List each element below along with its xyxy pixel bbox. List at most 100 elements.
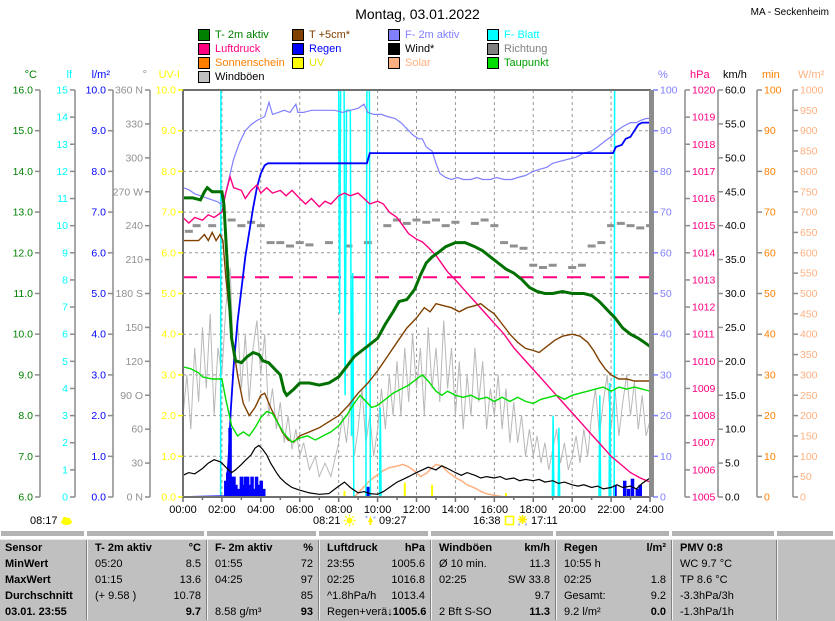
- strip-segment: [431, 531, 553, 536]
- stats-table: Sensor T- 2m aktiv °C F- 2m aktiv% Luftdruck…: [0, 539, 835, 621]
- svg-text:80: 80: [764, 166, 776, 178]
- legend-item-t2m: T- 2m aktiv: [198, 29, 269, 41]
- svg-text:250: 250: [800, 390, 818, 402]
- svg-text:1009: 1009: [692, 383, 716, 395]
- svg-text:2.0: 2.0: [91, 410, 106, 422]
- svg-text:12:00: 12:00: [403, 504, 431, 516]
- svg-text:0: 0: [764, 492, 770, 504]
- svg-text:40: 40: [764, 329, 776, 341]
- svg-text:1012: 1012: [692, 302, 716, 314]
- svg-text:7: 7: [62, 302, 68, 314]
- station-label: MA - Seckenheim: [750, 7, 829, 18]
- svg-text:02:00: 02:00: [208, 504, 236, 516]
- svg-text:0: 0: [660, 492, 666, 504]
- svg-text:9: 9: [62, 247, 68, 259]
- stats-row-label: Durchschnitt: [5, 590, 73, 602]
- axis-header-dir: °: [143, 69, 147, 81]
- axis-header-lf: lf: [67, 69, 73, 81]
- svg-text:50.0: 50.0: [725, 152, 746, 164]
- legend-item-fblatt: F- Blatt: [487, 29, 539, 41]
- svg-text:10: 10: [660, 451, 672, 463]
- svg-text:100: 100: [660, 85, 678, 97]
- svg-text:30: 30: [131, 458, 143, 470]
- svg-text:20: 20: [764, 410, 776, 422]
- svg-text:14.0: 14.0: [13, 166, 34, 178]
- series-luftdruck: [184, 174, 649, 483]
- stats-cell: WC 9.7 °C: [671, 556, 776, 572]
- strip-segment: [672, 531, 774, 536]
- svg-text:1019: 1019: [692, 112, 716, 124]
- svg-text:20.0: 20.0: [725, 356, 746, 368]
- svg-text:8.0: 8.0: [18, 410, 33, 422]
- legend-label-f2m: F- 2m aktiv: [405, 29, 460, 41]
- svg-text:6: 6: [62, 329, 68, 341]
- stats-row-label: Sensor: [5, 542, 43, 554]
- stats-cell: 9.2 l/m² 0.0: [555, 604, 671, 620]
- svg-text:400: 400: [800, 329, 818, 341]
- stats-cell: 9.7: [430, 588, 555, 604]
- svg-text:6.0: 6.0: [18, 492, 33, 504]
- stats-row-label: 03.01. 23:55: [5, 606, 67, 618]
- svg-text:30: 30: [660, 369, 672, 381]
- svg-text:450: 450: [800, 308, 818, 320]
- stats-cell: ^1.8hPa/h 1013.4: [318, 588, 430, 604]
- series-regen_sum: [184, 121, 649, 497]
- svg-text:350: 350: [800, 349, 818, 361]
- legend-swatch-wind: [388, 43, 400, 55]
- svg-text:11.0: 11.0: [13, 288, 33, 300]
- axis-header-lm2: l/m²: [92, 69, 111, 81]
- strip-segment: [1, 531, 84, 536]
- stats-row-2: MaxWert 01:15 13.6 04:25 97 02:25 1016.8 02:25 S…: [0, 572, 835, 588]
- stats-cell: 01:55 72: [206, 556, 318, 572]
- svg-text:650: 650: [800, 227, 818, 239]
- legend-swatch-f2m: [388, 29, 400, 41]
- svg-text:1011: 1011: [692, 329, 715, 341]
- legend-label-wind: Wind*: [405, 43, 435, 55]
- legend-swatch-t2m: [198, 29, 210, 41]
- svg-text:12.0: 12.0: [13, 247, 34, 259]
- x-axis: 00:00 02:00 04:00 06:00 08:00 10:00 12:00 14:00…: [169, 497, 664, 516]
- svg-text:70: 70: [660, 207, 672, 219]
- svg-text:4.0: 4.0: [161, 329, 176, 341]
- series-taupunkt: [184, 366, 649, 443]
- stats-cell: -3.3hPa/3h: [671, 588, 776, 604]
- legend-swatch-windboeen: [198, 71, 210, 83]
- stats-cell: PMV 0:8: [671, 540, 776, 556]
- svg-text:150: 150: [125, 322, 143, 334]
- svg-text:60: 60: [131, 424, 143, 436]
- sun-event-time: 17:11: [531, 514, 558, 527]
- svg-text:550: 550: [800, 268, 818, 280]
- stats-cell: 04:25 97: [206, 572, 318, 588]
- svg-text:1: 1: [62, 464, 68, 476]
- sun-event-0817: 08:17: [30, 514, 75, 527]
- chart-series: [184, 89, 649, 497]
- svg-text:50: 50: [660, 288, 672, 300]
- svg-text:0.0: 0.0: [161, 492, 176, 504]
- legend-item-t5cm: T +5cm*: [292, 29, 350, 41]
- cloud-icon: [60, 516, 72, 525]
- sun-event-time: 16:38: [473, 514, 501, 527]
- sun-event-0821: 08:21: [313, 514, 358, 527]
- svg-text:1007: 1007: [692, 437, 716, 449]
- svg-text:20: 20: [660, 410, 672, 422]
- sun-event-time: 08:21: [313, 514, 341, 527]
- svg-text:5.0: 5.0: [161, 288, 176, 300]
- daylight-icon: [365, 515, 376, 525]
- svg-text:15: 15: [56, 85, 68, 97]
- svg-text:330: 330: [125, 118, 143, 130]
- legend-label-uv: UV: [309, 57, 325, 69]
- legend-swatch-taupunkt: [487, 57, 499, 69]
- svg-text:0 N: 0 N: [127, 492, 143, 504]
- svg-text:8: 8: [62, 274, 68, 286]
- svg-text:16:00: 16:00: [481, 504, 509, 516]
- svg-text:3: 3: [62, 410, 68, 422]
- svg-text:15.0: 15.0: [13, 125, 34, 137]
- stats-cell: 85: [206, 588, 318, 604]
- svg-text:7.0: 7.0: [161, 207, 176, 219]
- legend-item-uv: UV: [292, 57, 324, 69]
- svg-text:90 O: 90 O: [120, 390, 143, 402]
- stats-row-3: Durchschnitt (+ 9.58 ) 10.78 85 ^1.8hPa/h 101…: [0, 588, 835, 604]
- svg-text:120: 120: [125, 356, 143, 368]
- svg-text:90: 90: [764, 125, 776, 137]
- stats-cell: 01:15 13.6: [86, 572, 206, 588]
